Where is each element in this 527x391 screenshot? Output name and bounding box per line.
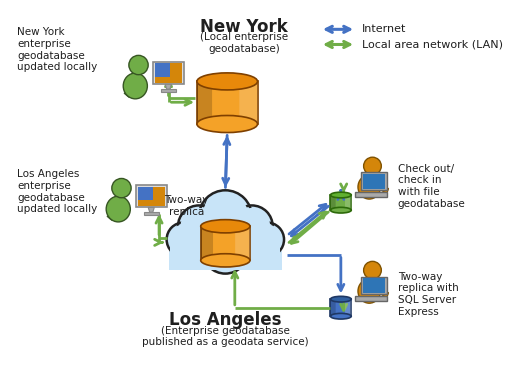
Text: Local area network (LAN): Local area network (LAN) <box>362 39 503 50</box>
Polygon shape <box>361 277 387 294</box>
Polygon shape <box>235 227 250 260</box>
Polygon shape <box>361 172 387 190</box>
Text: Two-way
replica with
SQL Server
Express: Two-way replica with SQL Server Express <box>398 272 458 317</box>
Ellipse shape <box>197 73 258 90</box>
Circle shape <box>199 190 252 243</box>
Circle shape <box>364 261 382 279</box>
Circle shape <box>228 232 261 265</box>
Ellipse shape <box>106 196 130 222</box>
Polygon shape <box>124 91 135 97</box>
Text: (Local enterprise
geodatabase): (Local enterprise geodatabase) <box>200 32 288 54</box>
Polygon shape <box>372 181 388 194</box>
Circle shape <box>231 205 272 247</box>
Circle shape <box>250 222 284 256</box>
Ellipse shape <box>358 279 380 303</box>
Circle shape <box>178 205 220 247</box>
Text: Check out/
check in
with file
geodatabase: Check out/ check in with file geodatabas… <box>398 164 465 208</box>
Polygon shape <box>197 82 212 124</box>
Ellipse shape <box>330 296 352 302</box>
Polygon shape <box>330 300 336 316</box>
Circle shape <box>112 178 131 198</box>
Ellipse shape <box>197 115 258 133</box>
Text: Two-way
replica: Two-way replica <box>164 195 209 217</box>
Polygon shape <box>170 245 280 270</box>
Text: New York: New York <box>200 18 288 36</box>
Polygon shape <box>138 187 165 206</box>
Polygon shape <box>154 63 170 77</box>
Polygon shape <box>372 285 388 298</box>
Text: Los Angeles
enterprise
geodatabase
updated locally: Los Angeles enterprise geodatabase updat… <box>17 169 97 214</box>
FancyBboxPatch shape <box>153 62 183 84</box>
Circle shape <box>167 222 201 256</box>
Polygon shape <box>138 187 153 200</box>
Circle shape <box>202 228 248 274</box>
Ellipse shape <box>201 220 250 233</box>
Polygon shape <box>161 89 176 91</box>
Text: Internet: Internet <box>362 24 406 34</box>
Circle shape <box>206 231 246 271</box>
FancyBboxPatch shape <box>136 185 167 208</box>
Ellipse shape <box>330 207 352 213</box>
Polygon shape <box>169 251 282 270</box>
Ellipse shape <box>123 73 148 99</box>
Circle shape <box>233 208 270 245</box>
Circle shape <box>169 224 199 255</box>
Circle shape <box>252 224 282 255</box>
Polygon shape <box>201 226 250 260</box>
Polygon shape <box>197 81 258 124</box>
Polygon shape <box>107 215 118 220</box>
Polygon shape <box>239 82 258 124</box>
Polygon shape <box>355 296 387 301</box>
Text: New York
enterprise
geodatabase
updated locally: New York enterprise geodatabase updated … <box>17 27 97 72</box>
Circle shape <box>364 157 382 175</box>
Polygon shape <box>201 227 213 260</box>
Circle shape <box>202 194 249 240</box>
Polygon shape <box>363 174 385 188</box>
Circle shape <box>190 232 223 265</box>
Circle shape <box>129 56 148 75</box>
Ellipse shape <box>330 192 352 198</box>
Polygon shape <box>330 195 352 210</box>
Text: Los Angeles: Los Angeles <box>169 312 281 330</box>
Polygon shape <box>355 192 387 197</box>
Polygon shape <box>363 278 385 293</box>
Polygon shape <box>148 208 154 212</box>
Text: (Enterprise geodatabase
published as a geodata service): (Enterprise geodatabase published as a g… <box>142 326 309 347</box>
Circle shape <box>226 230 263 268</box>
Ellipse shape <box>201 254 250 267</box>
Polygon shape <box>345 196 352 210</box>
Ellipse shape <box>330 313 352 319</box>
Polygon shape <box>330 299 352 316</box>
Polygon shape <box>154 63 182 83</box>
Polygon shape <box>165 84 171 89</box>
Polygon shape <box>143 212 159 215</box>
Ellipse shape <box>358 175 380 199</box>
Circle shape <box>188 230 226 268</box>
Polygon shape <box>345 300 352 316</box>
Circle shape <box>181 208 217 245</box>
Polygon shape <box>330 196 336 210</box>
